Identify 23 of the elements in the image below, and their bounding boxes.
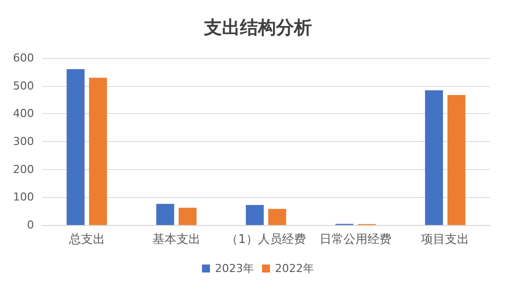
legend-label: 2023年 [215, 262, 254, 275]
y-tick-label: 100 [13, 190, 34, 204]
bar [425, 90, 443, 225]
bar [66, 69, 85, 225]
x-tick-label: 日常公用经费 [320, 232, 392, 246]
y-tick-label: 300 [13, 135, 34, 148]
y-tick-label: 200 [13, 162, 34, 176]
y-tick-label: 400 [13, 107, 34, 120]
y-tick-label: 500 [13, 79, 34, 92]
bar [89, 78, 107, 225]
bar [178, 208, 197, 225]
legend-label: 2022年 [275, 262, 314, 275]
x-tick-label: 总支出 [68, 232, 105, 246]
bar [447, 95, 466, 225]
bar [246, 204, 264, 225]
x-tick-label: （1）人员经费 [226, 232, 306, 246]
y-tick-label: 0 [27, 218, 34, 232]
bar [156, 204, 174, 225]
y-tick-label: 600 [13, 52, 34, 64]
chart-title: 支出结构分析 [203, 18, 312, 38]
bar [268, 208, 286, 225]
x-tick-label: 基本支出 [152, 232, 200, 246]
x-tick-label: 项目支出 [421, 232, 470, 246]
